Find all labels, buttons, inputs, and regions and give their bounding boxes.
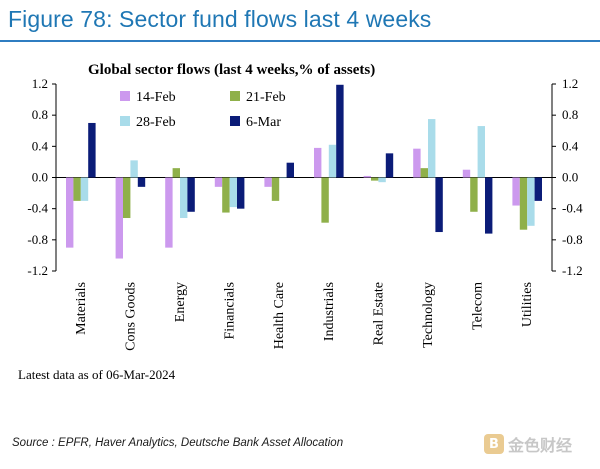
bar-14-Feb-utilities bbox=[512, 177, 520, 206]
legend-swatch-6-Mar bbox=[230, 116, 240, 126]
x-tick-label: Health Care bbox=[272, 282, 287, 349]
x-tick-label: Energy bbox=[173, 282, 188, 322]
legend-label-21-Feb: 21-Feb bbox=[246, 90, 286, 105]
bar-6-Mar-utilities bbox=[534, 177, 542, 201]
y-tick-label-left: 0.0 bbox=[32, 170, 48, 185]
bar-21-Feb-energy bbox=[172, 168, 180, 178]
x-tick-label: Utilities bbox=[520, 282, 535, 327]
figure-title: Figure 78: Sector fund flows last 4 week… bbox=[8, 6, 432, 32]
bar-6-Mar-health-care bbox=[286, 162, 294, 178]
bar-21-Feb-industrials bbox=[321, 177, 329, 223]
bar-28-Feb-utilities bbox=[527, 177, 535, 226]
y-tick-label-right: 0.0 bbox=[562, 170, 578, 185]
legend-swatch-14-Feb bbox=[120, 91, 130, 101]
chart-legend: 14-Feb 21-Feb 28-Feb 6-Mar bbox=[120, 90, 286, 130]
bar-28-Feb-telecom bbox=[477, 126, 485, 178]
bar-28-Feb-real-estate bbox=[378, 177, 386, 183]
bar-28-Feb-health-care bbox=[279, 177, 287, 179]
bar-6-Mar-industrials bbox=[336, 84, 344, 178]
bar-28-Feb-industrials bbox=[328, 144, 337, 178]
bar-14-Feb-cons-goods bbox=[115, 177, 123, 259]
y-tick-label-right: 0.4 bbox=[562, 138, 579, 153]
chart-title: Global sector flows (last 4 weeks,% of a… bbox=[88, 62, 375, 78]
bar-14-Feb-industrials bbox=[314, 147, 322, 178]
chart-axes: 1.2 1.2 0.8 0.8 0.4 0.4 0.0 0.0 -0.4 -0.4 -0.8 -0.8… bbox=[27, 76, 583, 351]
bar-28-Feb-materials bbox=[80, 177, 89, 201]
bar-21-Feb-financials bbox=[222, 177, 230, 213]
bar-28-Feb-energy bbox=[180, 177, 188, 219]
x-tick-label: Technology bbox=[421, 282, 436, 348]
legend-label-6-Mar: 6-Mar bbox=[246, 115, 281, 130]
bar-6-Mar-telecom bbox=[485, 177, 493, 234]
x-tick-label: Real Estate bbox=[371, 282, 386, 345]
bar-21-Feb-materials bbox=[73, 177, 81, 201]
bar-6-Mar-technology bbox=[435, 177, 443, 233]
y-tick-label-left: 0.4 bbox=[32, 138, 49, 153]
y-tick-label-left: 1.2 bbox=[32, 76, 48, 91]
bar-14-Feb-financials bbox=[214, 177, 223, 187]
bar-6-Mar-cons-goods bbox=[137, 177, 146, 187]
bar-14-Feb-technology bbox=[413, 148, 421, 178]
bar-28-Feb-financials bbox=[229, 177, 237, 208]
x-tick-label: Cons Goods bbox=[123, 282, 138, 351]
watermark-logo-icon: B bbox=[484, 434, 504, 454]
y-tick-label-right: -0.8 bbox=[562, 232, 583, 247]
y-tick-label-right: 1.2 bbox=[562, 76, 578, 91]
legend-swatch-28-Feb bbox=[120, 116, 130, 126]
bar-28-Feb-cons-goods bbox=[130, 160, 138, 178]
data-note: Latest data as of 06-Mar-2024 bbox=[18, 367, 176, 382]
y-tick-label-left: -0.4 bbox=[27, 201, 48, 216]
x-tick-label: Industrials bbox=[322, 282, 337, 341]
chart-bars bbox=[66, 84, 542, 259]
bar-21-Feb-real-estate bbox=[371, 177, 379, 181]
bar-6-Mar-energy bbox=[187, 177, 195, 212]
x-tick-label: Financials bbox=[223, 282, 238, 340]
watermark: B 金色财经 bbox=[484, 432, 572, 456]
bar-14-Feb-telecom bbox=[462, 169, 471, 178]
y-tick-label-left: -0.8 bbox=[27, 232, 48, 247]
bar-21-Feb-cons-goods bbox=[123, 177, 131, 219]
bar-14-Feb-energy bbox=[165, 177, 173, 248]
legend-label-14-Feb: 14-Feb bbox=[136, 90, 176, 105]
bar-14-Feb-materials bbox=[66, 177, 74, 248]
bar-28-Feb-technology bbox=[428, 119, 436, 178]
bar-21-Feb-health-care bbox=[271, 177, 280, 201]
title-rule bbox=[0, 40, 600, 42]
bar-6-Mar-real-estate bbox=[385, 153, 394, 178]
bar-21-Feb-telecom bbox=[470, 177, 478, 212]
x-tick-label: Materials bbox=[74, 282, 89, 335]
bar-14-Feb-health-care bbox=[264, 177, 272, 187]
watermark-text: 金色财经 bbox=[508, 436, 573, 455]
x-tick-label: Telecom bbox=[471, 282, 486, 330]
y-tick-label-left: 0.8 bbox=[32, 107, 48, 122]
y-tick-label-right: -1.2 bbox=[562, 263, 583, 278]
bar-6-Mar-financials bbox=[237, 177, 245, 209]
sector-flows-chart: Global sector flows (last 4 weeks,% of a… bbox=[18, 62, 583, 382]
legend-label-28-Feb: 28-Feb bbox=[136, 115, 176, 130]
bar-21-Feb-utilities bbox=[519, 177, 528, 230]
source-note: Source : EPFR, Haver Analytics, Deutsche… bbox=[12, 437, 344, 449]
y-tick-label-left: -1.2 bbox=[27, 263, 48, 278]
legend-swatch-21-Feb bbox=[230, 91, 240, 101]
y-tick-label-right: 0.8 bbox=[562, 107, 578, 122]
bar-21-Feb-technology bbox=[420, 168, 428, 178]
y-tick-label-right: -0.4 bbox=[562, 201, 583, 216]
bar-14-Feb-real-estate bbox=[363, 175, 371, 178]
bar-6-Mar-materials bbox=[88, 122, 96, 178]
